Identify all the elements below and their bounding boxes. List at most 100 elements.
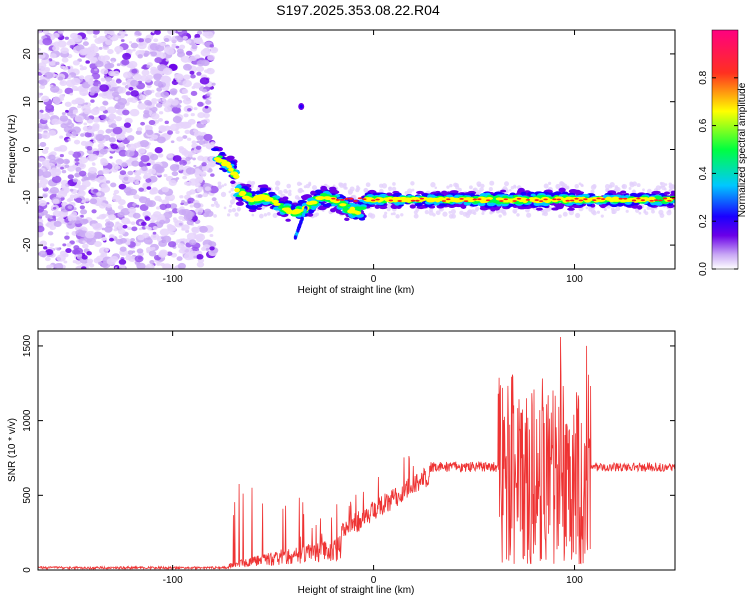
noise-speckle: [166, 153, 174, 159]
noise-speckle: [162, 67, 173, 75]
y-tick-label: 1000: [22, 409, 33, 432]
noise-speckle: [54, 262, 64, 269]
halo-speckle: [477, 183, 481, 188]
noise-speckle: [112, 126, 123, 135]
noise-speckle: [105, 221, 115, 229]
noise-speckle: [150, 214, 160, 221]
noise-speckle: [160, 42, 165, 47]
band-blob: [648, 196, 656, 201]
noise-speckle: [138, 94, 147, 100]
noise-speckle: [184, 181, 190, 186]
halo-speckle: [450, 209, 456, 215]
noise-speckle: [121, 217, 131, 225]
noise-speckle: [172, 155, 182, 162]
noise-speckle: [100, 68, 109, 75]
halo-speckle: [458, 187, 462, 192]
halo-speckle: [480, 183, 485, 189]
noise-speckle: [66, 242, 72, 247]
halo-speckle: [381, 183, 388, 189]
noise-speckle: [118, 135, 123, 139]
spectrogram-marks: [38, 30, 675, 269]
halo-speckle: [228, 208, 232, 213]
noise-speckle: [127, 176, 136, 183]
noise-speckle: [59, 94, 65, 99]
noise-speckle: [158, 125, 167, 132]
noise-speckle: [165, 58, 169, 62]
band-peak: [534, 199, 539, 201]
band-peak: [499, 200, 504, 202]
band-blob: [409, 204, 416, 209]
noise-speckle: [108, 70, 116, 77]
band-blob: [362, 197, 372, 202]
noise-speckle: [135, 204, 140, 208]
noise-speckle: [142, 232, 150, 239]
noise-speckle: [203, 133, 213, 141]
noise-speckle: [78, 170, 87, 177]
noise-speckle: [112, 194, 122, 203]
noise-speckle: [196, 30, 203, 35]
noise-speckle: [200, 171, 207, 177]
noise-speckle: [128, 206, 137, 214]
halo-speckle: [435, 210, 441, 216]
noise-speckle: [139, 140, 149, 148]
band-peak: [344, 198, 349, 200]
noise-speckle: [194, 169, 201, 175]
noise-speckle: [199, 77, 210, 85]
noise-speckle: [179, 195, 184, 199]
noise-speckle: [75, 167, 82, 172]
noise-speckle: [116, 51, 120, 55]
band-peak: [596, 197, 601, 200]
band-blob: [530, 193, 536, 197]
noise-speckle: [176, 104, 182, 109]
halo-speckle: [590, 189, 595, 194]
noise-speckle: [202, 105, 212, 114]
noise-speckle: [151, 113, 160, 120]
noise-speckle: [102, 168, 110, 174]
band-blob: [339, 203, 347, 207]
noise-speckle: [182, 135, 188, 139]
noise-speckle: [73, 139, 81, 145]
noise-speckle: [120, 39, 125, 43]
y-tick-label: -10: [22, 190, 33, 205]
noise-speckle: [211, 197, 217, 202]
noise-speckle: [111, 60, 115, 64]
noise-speckle: [41, 184, 47, 189]
noise-speckle: [39, 84, 46, 90]
noise-speckle: [122, 71, 133, 79]
band-blob: [535, 207, 543, 211]
noise-speckle: [127, 143, 137, 151]
noise-speckle: [177, 30, 183, 33]
noise-speckle: [82, 240, 86, 244]
noise-speckle: [76, 98, 85, 105]
noise-speckle: [67, 174, 74, 180]
noise-speckle: [97, 143, 105, 149]
noise-speckle: [90, 99, 95, 103]
noise-speckle: [186, 137, 192, 141]
noise-speckle: [185, 156, 191, 162]
band-blob: [428, 194, 436, 199]
snr-series-line: [38, 336, 675, 570]
streak-blob: [303, 208, 307, 213]
noise-speckle: [127, 170, 134, 176]
noise-speckle: [209, 163, 215, 168]
halo-speckle: [221, 184, 225, 188]
halo-speckle: [392, 182, 396, 186]
noise-speckle: [63, 260, 68, 264]
halo-speckle: [546, 207, 551, 212]
halo-speckle: [621, 185, 625, 189]
halo-speckle: [588, 207, 593, 212]
noise-speckle: [38, 168, 44, 177]
halo-speckle: [213, 200, 218, 205]
halo-speckle: [390, 212, 394, 216]
noise-speckle: [117, 211, 125, 218]
band-peak: [662, 197, 668, 200]
noise-speckle: [125, 127, 133, 133]
halo-speckle: [472, 188, 477, 192]
band-blob: [616, 202, 624, 207]
noise-speckle: [38, 252, 42, 256]
noise-speckle: [168, 179, 177, 187]
noise-speckle: [52, 96, 62, 104]
noise-speckle: [143, 237, 153, 245]
noise-speckle: [161, 97, 166, 102]
band-blob: [492, 199, 499, 204]
